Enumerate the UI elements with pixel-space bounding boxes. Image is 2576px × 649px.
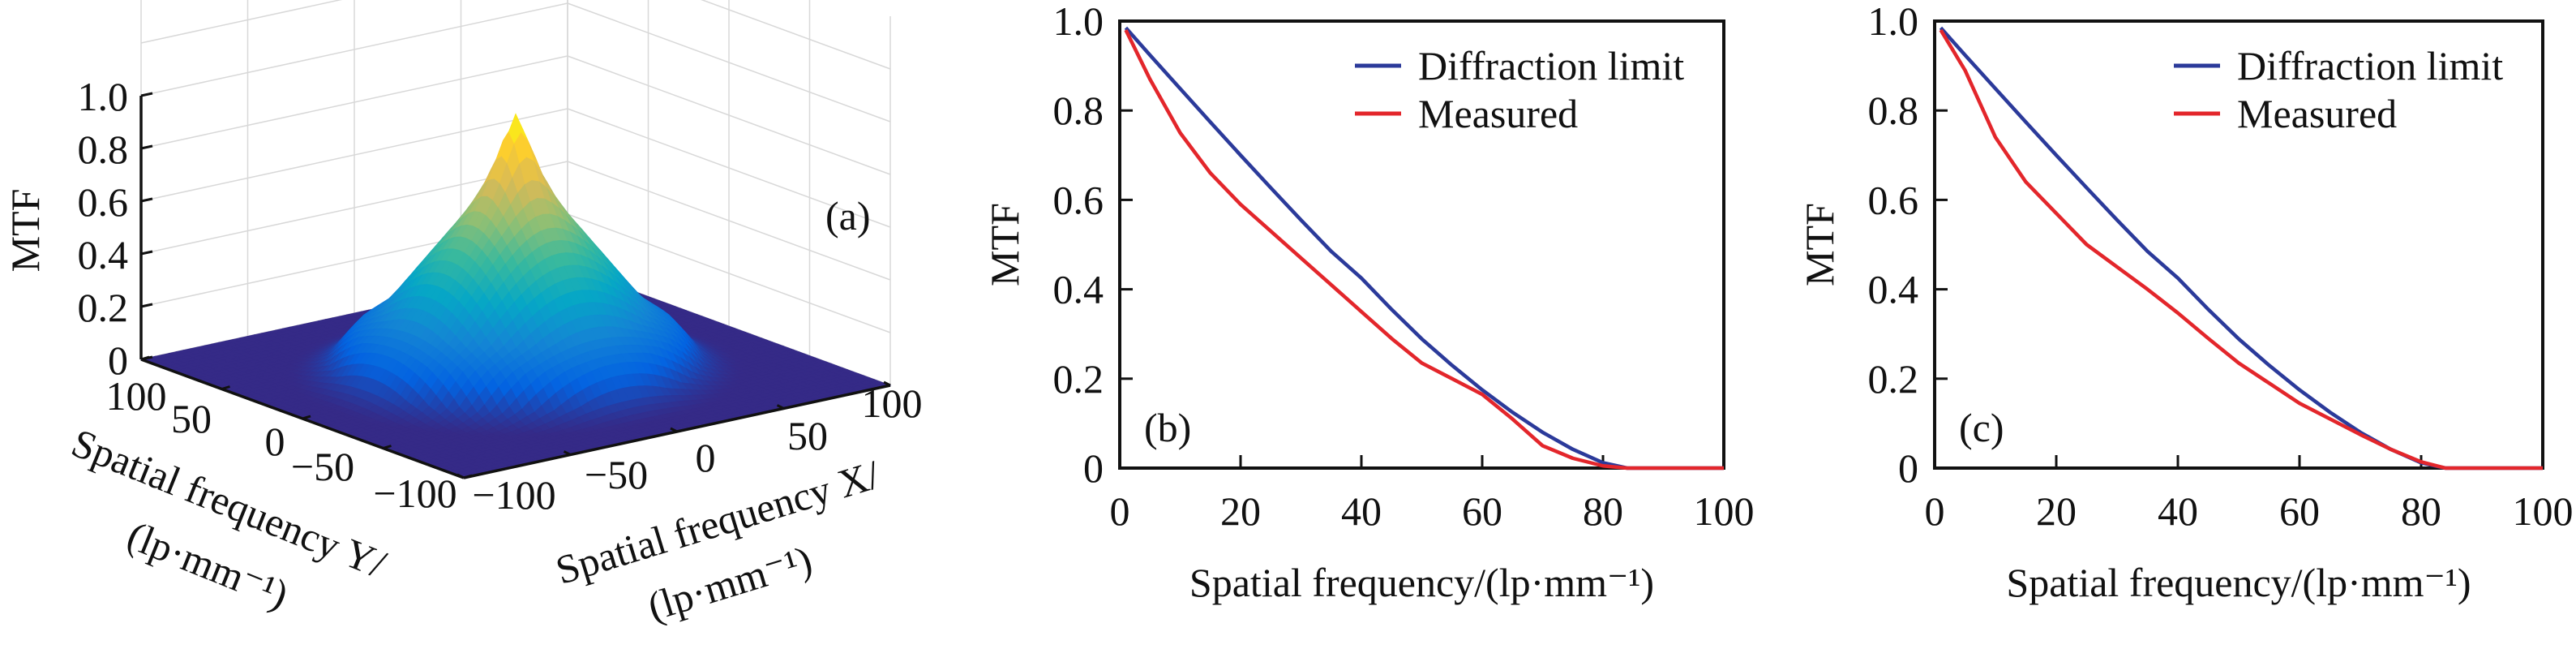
x-tick-label: 0 (696, 435, 716, 480)
z-axis-label: MTF (2, 189, 48, 273)
y-tick-label: 0 (1083, 445, 1104, 491)
x-tick-label: 60 (2279, 488, 2320, 534)
y-tick-label: 0.4 (1868, 267, 1919, 312)
x-tick-label: 40 (1341, 488, 1382, 534)
x-tick-label: −50 (585, 452, 648, 497)
z-tick-label: 1.0 (78, 74, 129, 119)
x-tick-label: 60 (1462, 488, 1502, 534)
panel-b-line-chart: 0 20 40 60 80 100 0 0.2 0.4 0.6 0.8 1.0 Spatial freq… (982, 0, 1755, 605)
x-tick-label: 80 (2401, 488, 2441, 534)
y-tick-label: 1.0 (1868, 0, 1919, 44)
y-tick-label: −100 (373, 471, 456, 516)
y-tick-label: 0.4 (1053, 267, 1104, 312)
panel-a-surface-plot: 1.0 0.8 0.6 0.4 0.2 0 MTF 100 50 0 −50 −… (2, 0, 923, 630)
y-tick-label: 0 (1898, 445, 1918, 491)
y-tick-label: 50 (171, 396, 212, 441)
legend-label: Measured (1418, 91, 1578, 136)
z-tick (140, 250, 153, 256)
x-tick-label: 100 (1694, 488, 1755, 534)
y-tick-label: 0.6 (1053, 177, 1104, 222)
x-tick-label: 0 (1925, 488, 1945, 534)
mtf-surface (139, 113, 892, 479)
x-tick-label: 40 (2158, 488, 2198, 534)
panel-label: (b) (1144, 405, 1191, 450)
wall-gridline (140, 0, 343, 44)
panel-label: (a) (825, 193, 871, 239)
legend-label: Diffraction limit (1418, 43, 1684, 88)
legend-label: Diffraction limit (2237, 43, 2503, 88)
x-tick-label: −100 (472, 472, 555, 518)
y-tick-label: 1.0 (1053, 0, 1104, 44)
z-tick-label: 0.4 (78, 232, 129, 277)
y-tick-label: 0 (265, 419, 285, 464)
y-tick-label: 0.8 (1053, 88, 1104, 133)
y-axis-label: MTF (982, 203, 1027, 286)
x-tick-label: 0 (1110, 488, 1130, 534)
z-tick (140, 92, 153, 97)
z-tick-label: 0.2 (78, 285, 129, 330)
z-tick (140, 144, 153, 150)
y-tick-label: 0.6 (1868, 177, 1919, 222)
x-axis-label: Spatial frequency/(lp·mm⁻¹) (2006, 560, 2471, 605)
x-axis-label: Spatial frequency/(lp·mm⁻¹) (1189, 560, 1654, 605)
y-axis-label: MTF (1797, 203, 1842, 286)
z-tick-label: 0.6 (78, 179, 129, 225)
panel-c-line-chart: 0 20 40 60 80 100 0 0.2 0.4 0.6 0.8 1.0 Spatial freq… (1797, 0, 2574, 605)
x-tick-label: 50 (787, 413, 828, 458)
y-tick-label: 0.2 (1053, 356, 1104, 402)
y-tick-label: −50 (291, 444, 354, 489)
panel-label: (c) (1959, 405, 2004, 450)
x-tick-label: 80 (1583, 488, 1623, 534)
y-tick-label: 0.2 (1868, 356, 1919, 402)
x-tick-label: 100 (2513, 488, 2574, 534)
z-tick-label: 0.8 (78, 127, 129, 172)
x-tick-label: 20 (2036, 488, 2077, 534)
x-tick-label: 20 (1220, 488, 1261, 534)
y-tick-label: 100 (106, 373, 167, 419)
x-tick-label: 100 (862, 380, 923, 426)
y-tick-label: 0.8 (1868, 88, 1919, 133)
z-tick (140, 303, 153, 308)
z-tick (140, 197, 153, 203)
legend-label: Measured (2237, 91, 2397, 136)
